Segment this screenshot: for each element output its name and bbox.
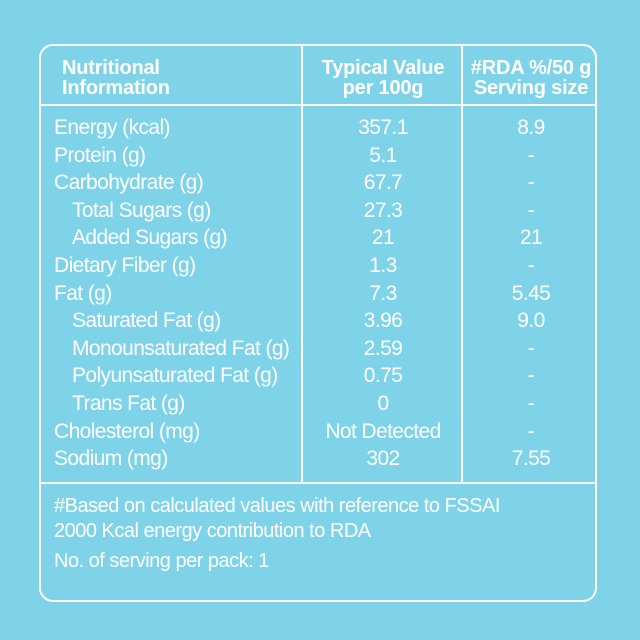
header-line: Serving size [473,77,589,99]
typical-value: 67.7 [363,171,403,195]
table-row: Total Sugars (g) 27.3 - [41,197,595,225]
footer-divider [41,482,595,484]
rda-value: - [527,336,535,360]
table-row: Added Sugars (g) 21 21 [41,224,595,252]
table-row: Polyunsaturated Fat (g) 0.75 - [41,362,595,390]
header-typical-value: Typical Value per 100g [303,58,463,98]
nutrient-name: Cholesterol (mg) [54,419,200,443]
column-divider [461,46,463,484]
rda-value: 7.55 [511,447,551,471]
nutrient-name: Energy (kcal) [54,116,171,139]
nutrient-name: Saturated Fat (g) [72,309,221,333]
rda-value: - [527,171,535,195]
rda-value: - [527,198,535,222]
typical-value: 0 [377,392,389,415]
typical-value: 1.3 [369,254,397,277]
rda-value: - [527,419,535,443]
header-line: per 100g [342,77,424,99]
typical-value: 5.1 [369,143,397,167]
header-nutritional-information: Nutritional Information [62,58,170,98]
rda-value: 9.0 [517,309,545,333]
table-row: Trans Fat (g) 0 - [41,390,595,418]
header-divider [41,104,595,106]
rda-note-line1: #Based on calculated values with referen… [54,495,500,517]
table-row: Saturated Fat (g) 3.96 9.0 [41,307,595,335]
nutrient-name: Total Sugars (g) [72,198,211,222]
header-line: #RDA %/50 g [470,57,592,79]
table-row: Carbohydrate (g) 67.7 - [41,169,595,197]
table-row: Protein (g) 5.1 - [41,142,595,170]
nutrient-name: Sodium (mg) [54,447,168,471]
rda-value: - [527,254,535,277]
nutrition-table: Nutritional Information Typical Value pe… [39,44,597,602]
rda-note-line2: 2000 Kcal energy contribution to RDA [54,520,371,542]
typical-value: 21 [371,226,395,250]
rda-value: 21 [519,226,543,250]
typical-value: Not Detected [325,419,441,443]
typical-value: 7.3 [369,281,397,305]
header-line: Typical Value [321,57,445,79]
header-line: Nutritional [62,57,160,79]
nutrient-name: Carbohydrate (g) [54,171,204,195]
rda-value: 5.45 [511,281,551,305]
nutrient-name: Monounsaturated Fat (g) [72,336,290,360]
nutrient-name: Protein (g) [54,143,146,167]
typical-value: 0.75 [363,364,403,388]
nutrient-name: Dietary Fiber (g) [54,254,196,277]
header-line: Information [62,77,170,99]
table-row: Energy (kcal) 357.1 8.9 [41,114,595,142]
rda-value: 8.9 [517,116,545,139]
rda-value: - [527,143,535,167]
typical-value: 2.59 [363,336,403,360]
servings-per-pack: No. of serving per pack: 1 [54,550,269,572]
header-rda: #RDA %/50 g Serving size [463,58,599,98]
nutrient-name: Added Sugars (g) [72,226,228,250]
table-row: Fat (g) 7.3 5.45 [41,280,595,308]
table-row: Monounsaturated Fat (g) 2.59 - [41,335,595,363]
nutrient-name: Fat (g) [54,281,112,305]
column-divider [301,46,303,484]
table-row: Cholesterol (mg) Not Detected - [41,418,595,446]
typical-value: 27.3 [363,198,403,222]
typical-value: 3.96 [363,309,403,333]
table-row: Sodium (mg) 302 7.55 [41,445,595,473]
typical-value: 357.1 [358,116,408,139]
typical-value: 302 [366,447,400,471]
nutrient-name: Trans Fat (g) [72,392,185,415]
rda-value: - [527,392,535,415]
rda-value: - [527,364,535,388]
nutrient-name: Polyunsaturated Fat (g) [72,364,278,388]
table-row: Dietary Fiber (g) 1.3 - [41,252,595,280]
